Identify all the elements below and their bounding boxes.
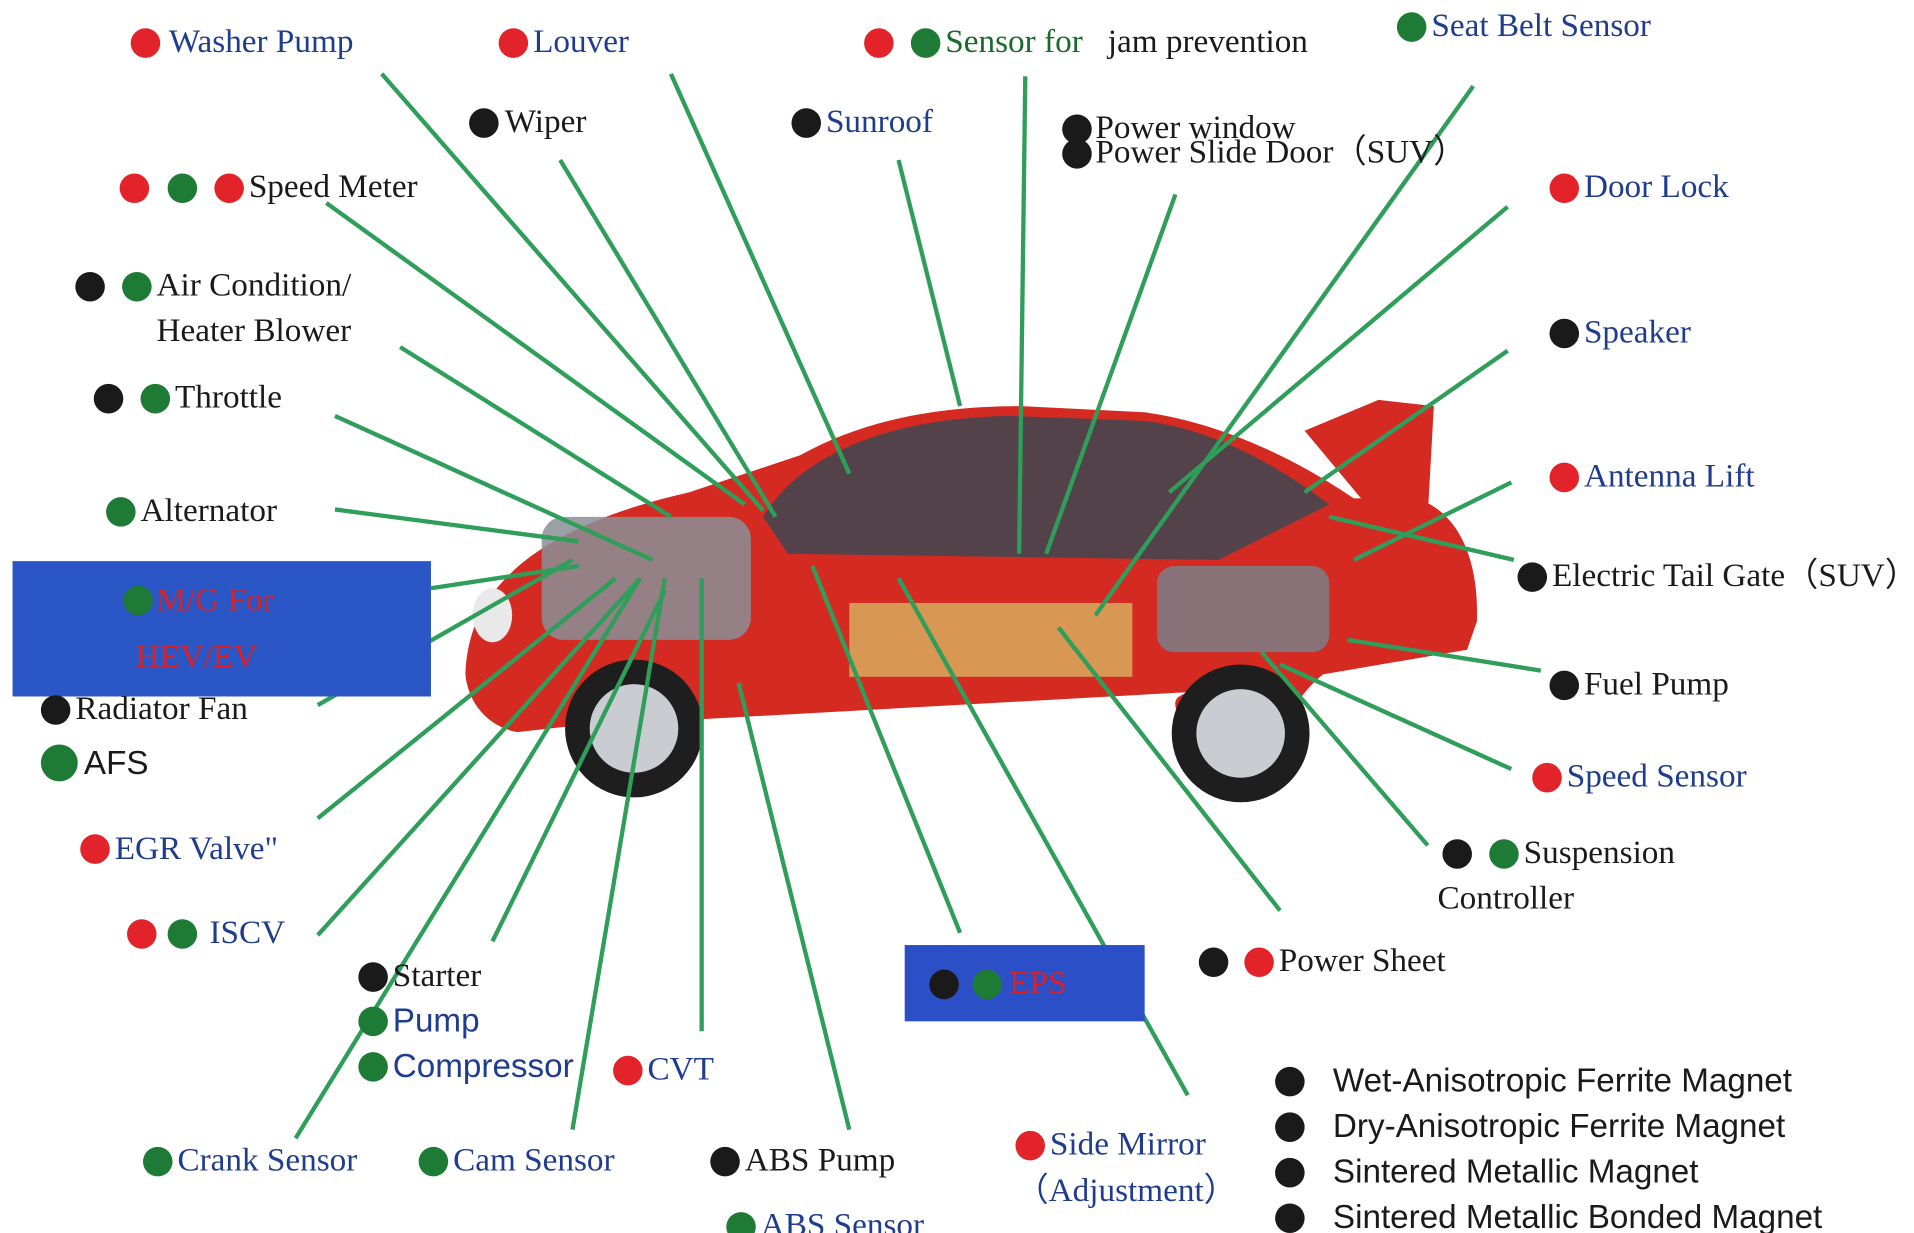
magnet-dot — [1518, 562, 1548, 592]
magnet-dot — [1550, 174, 1580, 204]
magnet-dot — [1550, 671, 1580, 701]
magnet-dot — [1015, 1131, 1045, 1161]
part-label: Starter — [393, 957, 482, 994]
legend-label: Sintered Metallic Magnet — [1333, 1154, 1699, 1191]
part-label: Speed Meter — [249, 168, 418, 205]
magnet-dot — [358, 962, 388, 992]
magnet-dot — [469, 108, 499, 138]
magnet-dot — [1532, 763, 1562, 793]
part-label: CVT — [648, 1050, 714, 1087]
part-label: Speaker — [1584, 313, 1691, 350]
part-label: Pump — [393, 1002, 480, 1039]
magnet-dot — [123, 586, 153, 616]
magnet-dot — [41, 744, 78, 781]
magnet-dot — [1397, 12, 1427, 42]
leader-line — [560, 160, 775, 517]
magnet-dot — [791, 108, 821, 138]
part-label: Sensor for — [945, 23, 1082, 60]
magnet-dot — [143, 1147, 173, 1177]
legend-label: Dry-Anisotropic Ferrite Magnet — [1333, 1108, 1785, 1145]
magnet-dot — [613, 1056, 643, 1086]
legend-dot — [1275, 1203, 1305, 1233]
magnet-dot — [419, 1147, 449, 1177]
part-label: Compressor — [393, 1048, 574, 1085]
magnet-dot — [499, 28, 529, 58]
part-label: ABS Pump — [745, 1141, 895, 1178]
magnet-dot — [120, 174, 150, 204]
part-label: M/G For — [157, 582, 274, 619]
part-label: Power Slide Door（SUV） — [1095, 134, 1466, 171]
part-label: Air Condition/ — [157, 267, 352, 304]
magnet-dot — [80, 834, 110, 864]
legend-label: Sintered Metallic Bonded Magnet — [1333, 1199, 1822, 1233]
part-label: Louver — [533, 23, 629, 60]
part-label: Suspension — [1524, 834, 1676, 871]
magnet-dot — [929, 970, 959, 1000]
part-label: Heater Blower — [157, 312, 352, 349]
part-label: Throttle — [175, 379, 282, 416]
part-label: EPS — [1009, 964, 1066, 1001]
part-label: Sunroof — [826, 103, 934, 140]
part-label: Seat Belt Sensor — [1431, 7, 1651, 44]
magnet-dot — [1062, 139, 1092, 169]
leader-line — [739, 683, 850, 1130]
magnet-dot — [127, 919, 157, 949]
legend: Wet-Anisotropic Ferrite Magnet Dry-Anisot… — [1275, 1063, 1822, 1233]
magnet-dot — [168, 174, 198, 204]
part-label: Wiper — [505, 103, 587, 140]
magnet-dot — [911, 28, 941, 58]
legend-label: Wet-Anisotropic Ferrite Magnet — [1333, 1063, 1792, 1100]
magnet-dot — [131, 28, 161, 58]
magnet-dot — [972, 970, 1002, 1000]
legend-dot — [1275, 1067, 1305, 1097]
magnet-dot — [94, 384, 124, 414]
magnet-dot — [358, 1007, 388, 1037]
legend-dot — [1275, 1112, 1305, 1142]
diagram: Washer Pump Louver Sensor for jam preventio… — [0, 0, 1914, 1233]
magnet-dot — [358, 1052, 388, 1082]
part-label: Cam Sensor — [453, 1141, 614, 1178]
magnet-dot — [1442, 839, 1472, 869]
part-label: Washer Pump — [169, 23, 354, 60]
part-label: HEV/EV — [136, 638, 258, 675]
magnet-dot — [122, 272, 152, 302]
part-label: Fuel Pump — [1584, 665, 1729, 702]
magnet-dot — [1550, 319, 1580, 349]
magnet-dot — [710, 1147, 740, 1177]
leader-line — [899, 160, 961, 406]
leader-line — [335, 416, 652, 560]
leader-line — [400, 347, 671, 517]
magnet-dot — [1489, 839, 1519, 869]
leader-line — [671, 74, 849, 474]
part-label: Antenna Lift — [1584, 457, 1755, 494]
magnet-dot — [141, 384, 171, 414]
part-label: jam prevention — [1107, 23, 1309, 60]
part-label: Crank Sensor — [177, 1141, 357, 1178]
magnet-dot — [864, 28, 894, 58]
part-label: Controller — [1438, 879, 1575, 916]
part-label: Side Mirror — [1050, 1125, 1206, 1162]
part-label: Power Sheet — [1279, 942, 1447, 979]
part-label: EGR Valve" — [115, 830, 278, 867]
part-label: Electric Tail Gate（SUV） — [1552, 557, 1914, 594]
magnet-dot — [75, 272, 105, 302]
magnet-dot — [1550, 463, 1580, 493]
part-label: AFS — [84, 745, 149, 782]
part-label: Radiator Fan — [75, 690, 248, 727]
part-label: Speed Sensor — [1567, 758, 1747, 795]
part-label: ABS Sensor — [761, 1207, 924, 1233]
magnet-dot — [214, 174, 244, 204]
magnet-dot — [106, 497, 136, 527]
part-label: Alternator — [141, 492, 278, 529]
magnet-dot — [1199, 948, 1229, 978]
part-label: ISCV — [209, 914, 285, 951]
legend-dot — [1275, 1158, 1305, 1188]
magnet-dot — [726, 1212, 756, 1233]
magnet-dot — [168, 919, 198, 949]
leader-line — [335, 509, 579, 541]
magnet-dot — [1244, 948, 1274, 978]
magnet-dot — [41, 695, 71, 725]
part-label: （Adjustment） — [1015, 1172, 1236, 1209]
part-label: Door Lock — [1584, 168, 1729, 205]
